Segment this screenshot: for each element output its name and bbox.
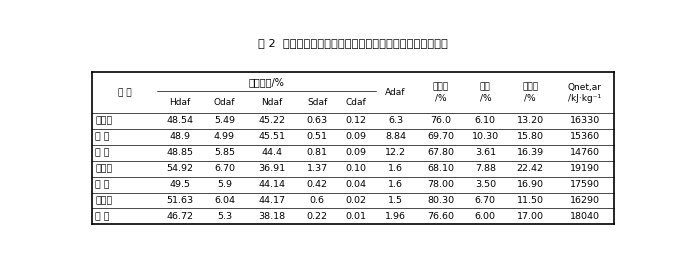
- Text: 3.61: 3.61: [475, 148, 496, 157]
- Text: 0.10: 0.10: [346, 164, 366, 173]
- Text: Adaf: Adaf: [386, 88, 406, 97]
- Text: 0.63: 0.63: [306, 116, 327, 125]
- Text: 67.80: 67.80: [427, 148, 454, 157]
- Text: 7.88: 7.88: [475, 164, 496, 173]
- Text: 80.30: 80.30: [427, 196, 454, 205]
- Text: Qnet,ar
/kJ·kg⁻¹: Qnet,ar /kJ·kg⁻¹: [568, 83, 601, 103]
- Text: 78.00: 78.00: [427, 180, 454, 189]
- Text: 0.04: 0.04: [346, 180, 366, 189]
- Text: 0.6: 0.6: [310, 196, 325, 205]
- Text: 0.51: 0.51: [306, 132, 327, 141]
- Text: 11.50: 11.50: [516, 196, 544, 205]
- Text: 15.80: 15.80: [516, 132, 544, 141]
- Text: 10.30: 10.30: [472, 132, 499, 141]
- Text: 44.4: 44.4: [262, 148, 283, 157]
- Text: 16.90: 16.90: [516, 180, 544, 189]
- Text: 0.02: 0.02: [346, 196, 366, 205]
- Text: 16290: 16290: [570, 196, 599, 205]
- Text: 0.12: 0.12: [346, 116, 366, 125]
- Text: 0.09: 0.09: [346, 132, 366, 141]
- Text: 柳 木: 柳 木: [95, 180, 110, 189]
- Text: 17.00: 17.00: [516, 212, 544, 221]
- Text: 18040: 18040: [570, 212, 599, 221]
- Text: 5.3: 5.3: [217, 212, 232, 221]
- Text: 种 类: 种 类: [118, 88, 132, 97]
- Text: 13.20: 13.20: [516, 116, 544, 125]
- Text: 45.51: 45.51: [259, 132, 286, 141]
- Text: 0.01: 0.01: [346, 212, 366, 221]
- Text: 76.0: 76.0: [430, 116, 451, 125]
- Text: 0.09: 0.09: [346, 148, 366, 157]
- Text: 12.2: 12.2: [385, 148, 406, 157]
- Text: 1.37: 1.37: [306, 164, 327, 173]
- Text: 38.18: 38.18: [258, 212, 286, 221]
- Text: 8.84: 8.84: [385, 132, 406, 141]
- Text: 49.5: 49.5: [169, 180, 190, 189]
- Text: 水分
/%: 水分 /%: [479, 83, 491, 103]
- Text: 固定碳
/%: 固定碳 /%: [522, 83, 538, 103]
- Text: 0.81: 0.81: [306, 148, 327, 157]
- Text: 1.96: 1.96: [385, 212, 406, 221]
- Text: 22.42: 22.42: [516, 164, 544, 173]
- Text: 15360: 15360: [570, 132, 600, 141]
- Text: 4.99: 4.99: [214, 132, 235, 141]
- Text: 0.22: 0.22: [306, 212, 327, 221]
- Text: 麦 秸: 麦 秸: [95, 132, 110, 141]
- Text: 44.14: 44.14: [259, 180, 286, 189]
- Text: 51.63: 51.63: [166, 196, 193, 205]
- Text: 挥发分
/%: 挥发分 /%: [432, 83, 449, 103]
- Text: 1.5: 1.5: [388, 196, 403, 205]
- Text: 元素分析/%: 元素分析/%: [249, 77, 284, 87]
- Text: 6.70: 6.70: [214, 164, 235, 173]
- Text: 1.6: 1.6: [388, 164, 403, 173]
- Text: 6.04: 6.04: [214, 196, 235, 205]
- Text: 16330: 16330: [569, 116, 600, 125]
- Text: Ndaf: Ndaf: [262, 98, 283, 107]
- Text: 表 2  几种典型生物质的元素分析、工业分析及低位发热热値: 表 2 几种典型生物质的元素分析、工业分析及低位发热热値: [258, 38, 448, 48]
- Text: Hdaf: Hdaf: [169, 98, 190, 107]
- Text: 48.85: 48.85: [166, 148, 193, 157]
- Text: 36.91: 36.91: [258, 164, 286, 173]
- Text: 5.9: 5.9: [217, 180, 232, 189]
- Text: 69.70: 69.70: [427, 132, 454, 141]
- Text: 76.60: 76.60: [427, 212, 454, 221]
- Text: 48.9: 48.9: [169, 132, 190, 141]
- Text: 3.50: 3.50: [475, 180, 496, 189]
- Text: 1.6: 1.6: [388, 180, 403, 189]
- Text: Sdaf: Sdaf: [307, 98, 327, 107]
- Text: 6.10: 6.10: [475, 116, 496, 125]
- Text: 45.22: 45.22: [259, 116, 286, 125]
- Text: 44.17: 44.17: [259, 196, 286, 205]
- Text: 6.70: 6.70: [475, 196, 496, 205]
- Text: 花生壳: 花生壳: [95, 164, 112, 173]
- Text: 54.92: 54.92: [166, 164, 193, 173]
- Text: 16.39: 16.39: [516, 148, 544, 157]
- Text: Cdaf: Cdaf: [346, 98, 366, 107]
- Text: 19190: 19190: [570, 164, 599, 173]
- Text: 0.42: 0.42: [306, 180, 327, 189]
- Text: 松 木: 松 木: [95, 212, 110, 221]
- Text: 6.3: 6.3: [388, 116, 403, 125]
- Text: 68.10: 68.10: [427, 164, 454, 173]
- Text: 白杨木: 白杨木: [95, 196, 112, 205]
- Text: 稻 草: 稻 草: [95, 148, 110, 157]
- Text: 6.00: 6.00: [475, 212, 496, 221]
- Text: 48.54: 48.54: [166, 116, 193, 125]
- Text: 玉米秸: 玉米秸: [95, 116, 112, 125]
- Text: 14760: 14760: [570, 148, 599, 157]
- Text: Odaf: Odaf: [214, 98, 235, 107]
- Text: 5.49: 5.49: [214, 116, 235, 125]
- Text: 46.72: 46.72: [166, 212, 193, 221]
- Text: 5.85: 5.85: [214, 148, 235, 157]
- Text: 17590: 17590: [570, 180, 599, 189]
